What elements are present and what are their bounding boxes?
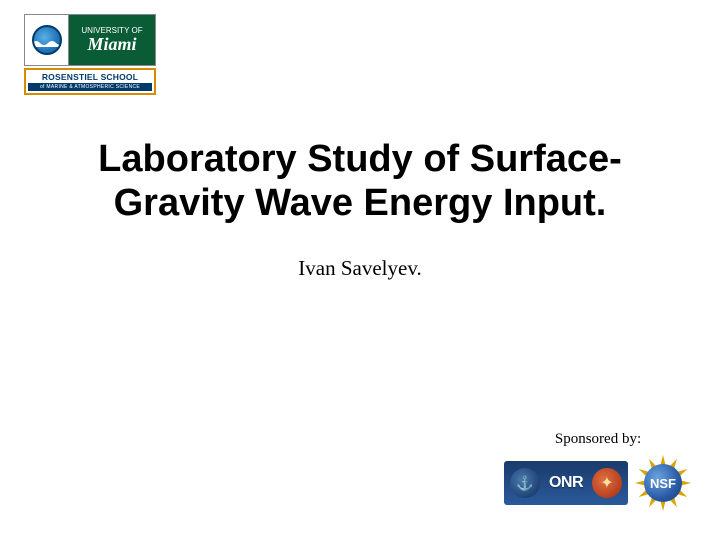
nsf-globe-icon: NSF <box>644 464 682 502</box>
title-line2: Gravity Wave Energy Input. <box>0 182 720 226</box>
onr-text: ONR <box>549 474 583 492</box>
marine-seal-icon: ✦ <box>592 468 622 498</box>
school-name-line1: ROSENSTIEL SCHOOL <box>28 72 152 82</box>
sponsor-label: Sponsored by: <box>504 431 692 448</box>
university-logo: UNIVERSITY OF Miami <box>24 14 156 66</box>
nsf-logo: NSF <box>634 454 692 512</box>
slide-title: Laboratory Study of Surface- Gravity Wav… <box>0 138 720 225</box>
title-line1: Laboratory Study of Surface- <box>0 138 720 182</box>
university-name: UNIVERSITY OF Miami <box>69 15 155 65</box>
sponsor-logos: ⚓ ONR ✦ <box>504 454 692 512</box>
school-badge: ROSENSTIEL SCHOOL of MARINE & ATMOSPHERI… <box>24 68 156 95</box>
rsmas-seal-icon <box>25 15 69 65</box>
university-main-label: Miami <box>87 35 136 53</box>
nsf-text: NSF <box>650 476 676 491</box>
institution-logo: UNIVERSITY OF Miami ROSENSTIEL SCHOOL of… <box>24 14 156 95</box>
author-name: Ivan Savelyev. <box>0 256 720 281</box>
navy-seal-icon: ⚓ <box>510 468 540 498</box>
onr-logo: ⚓ ONR ✦ <box>504 461 628 505</box>
sponsor-block: Sponsored by: ⚓ ONR ✦ <box>504 431 692 512</box>
school-name-line2: of MARINE & ATMOSPHERIC SCIENCE <box>28 83 152 91</box>
wave-icon <box>32 37 62 47</box>
